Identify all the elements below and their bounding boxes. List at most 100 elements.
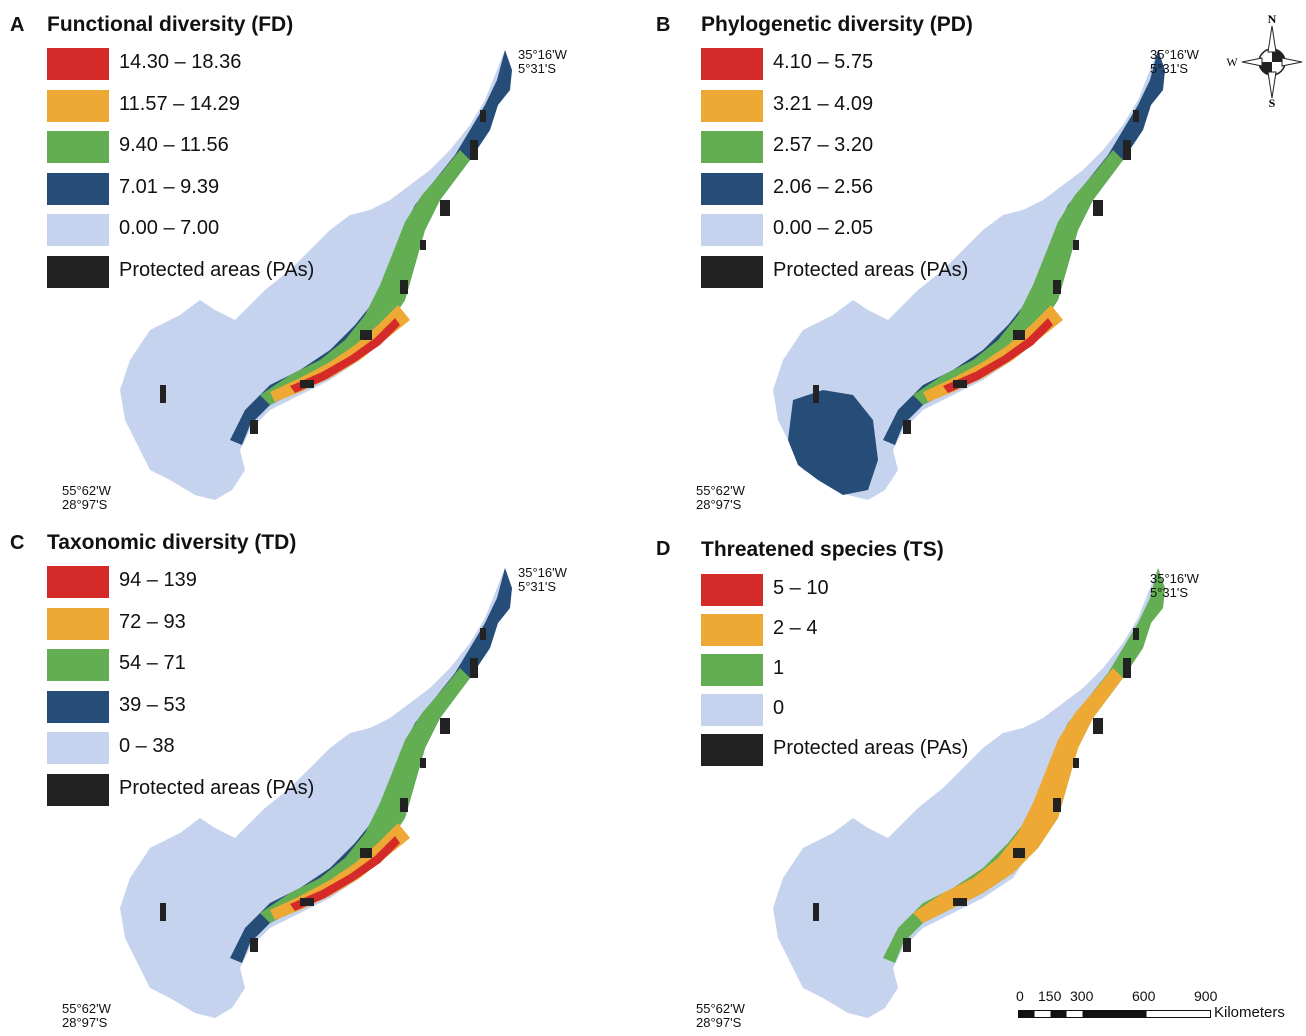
map-band-3: [923, 305, 1063, 402]
legend-label: Protected areas (PAs): [119, 258, 315, 281]
legend-label: 0: [773, 697, 785, 719]
protected-area-patch: [903, 420, 911, 434]
legend-label: 54 – 71: [119, 652, 186, 674]
protected-area-patch: [953, 898, 967, 906]
scale-unit: Kilometers: [1214, 1004, 1285, 1021]
map-panel-d: D Threatened species (TS) 5 – 10 2 – 4 1 0 Pro…: [653, 518, 1306, 1036]
protected-area-patch: [400, 798, 408, 812]
map-band-2: [913, 150, 1123, 405]
protected-area-patch: [440, 718, 450, 734]
map-band-2: [260, 668, 470, 923]
protected-area-patch: [1053, 798, 1061, 812]
protected-area-patch: [1123, 140, 1131, 160]
legend-label: 2 – 4: [773, 617, 818, 639]
map-region-interior: [788, 390, 878, 495]
protected-area-patch: [1073, 758, 1079, 768]
legend-label: 14.30 – 18.36: [119, 51, 242, 73]
map-panel-b: B Phylogenetic diversity (PD) 4.10 – 5.75 3…: [653, 0, 1306, 518]
legend-swatch: [701, 131, 763, 163]
map-band-2: [260, 150, 470, 405]
scale-tick: 600: [1132, 988, 1156, 1004]
protected-area-patch: [1093, 718, 1103, 734]
panel-title: Threatened species (TS): [701, 538, 944, 561]
legend-swatch: [47, 690, 109, 723]
panel-title: Taxonomic diversity (TD): [47, 531, 297, 554]
map-region-base: [120, 50, 512, 500]
legend-label: 0 – 38: [119, 735, 175, 757]
protected-area-patch: [1013, 330, 1025, 340]
protected-area-patch: [400, 280, 408, 294]
protected-area-patch: [1123, 658, 1131, 678]
protected-area-patch: [480, 628, 486, 640]
region-map: [120, 50, 512, 500]
protected-area-patch: [1013, 848, 1025, 858]
legend-swatch: [47, 214, 109, 246]
protected-area-patch: [813, 903, 819, 921]
legend-swatch: [701, 214, 763, 246]
protected-area-patch: [440, 200, 450, 216]
protected-area-patch: [420, 758, 426, 768]
protected-area-patch: [250, 420, 258, 434]
coord-northeast: 35°16'W 5°31'S: [518, 47, 567, 76]
legend-swatch: [47, 566, 109, 598]
protected-area-patch: [480, 110, 486, 122]
legend-label: 11.57 – 14.29: [119, 92, 240, 115]
legend-label: 0.00 – 7.00: [119, 217, 220, 239]
legend-label: 2.57 – 3.20: [773, 134, 874, 156]
legend-swatch: [701, 172, 763, 205]
coord-northeast: 35°16'W 5°31'S: [1150, 571, 1199, 600]
legend-label: 7.01 – 9.39: [119, 175, 220, 198]
panel-letter: C: [10, 532, 25, 554]
map-band-1: [883, 50, 1165, 445]
protected-area-patch: [953, 380, 967, 388]
legend-label: 39 – 53: [119, 693, 186, 716]
legend-label: 2.06 – 2.56: [773, 175, 874, 198]
protected-area-patch: [1093, 200, 1103, 216]
legend-swatch: [47, 172, 109, 205]
map-panel-c: C Taxonomic diversity (TD) 94 – 139 72 – 93…: [0, 518, 653, 1036]
protected-area-patch: [903, 938, 911, 952]
legend-swatch: [47, 255, 109, 288]
legend-label: Protected areas (PAs): [773, 737, 969, 759]
legend-label: 72 – 93: [119, 610, 186, 633]
compass-s: S: [1269, 96, 1276, 108]
protected-area-patch: [300, 898, 314, 906]
map-band-hot: [943, 318, 1053, 393]
protected-area-patch: [1133, 110, 1139, 122]
compass-n: N: [1268, 12, 1277, 26]
coord-southwest: 55°62'W 28°97'S: [696, 483, 745, 512]
legend-swatch: [47, 48, 109, 80]
region-map: [773, 50, 1165, 500]
legend-label: Protected areas (PAs): [119, 776, 315, 799]
coord-northeast: 35°16'W 5°31'S: [518, 565, 567, 594]
panel-letter: A: [10, 14, 25, 36]
map-region-base: [773, 50, 1165, 500]
protected-area-patch: [1073, 240, 1079, 250]
map-band-3: [270, 305, 410, 402]
panel-letter: D: [656, 538, 671, 560]
legend-swatch: [701, 255, 763, 288]
scale-tick: 150: [1038, 988, 1062, 1004]
protected-area-patch: [250, 938, 258, 952]
region-map: [120, 568, 512, 1018]
protected-area-patch: [300, 380, 314, 388]
map-band-1: [230, 568, 512, 963]
map-band-hot: [290, 318, 400, 393]
legend-swatch: [701, 574, 763, 606]
legend-swatch: [47, 607, 109, 640]
protected-area-patch: [470, 658, 478, 678]
legend-label: 0.00 – 2.05: [773, 217, 874, 239]
scale-tick: 900: [1194, 988, 1218, 1004]
map-band-1: [230, 50, 512, 445]
legend-swatch: [47, 649, 109, 681]
legend-swatch: [47, 773, 109, 806]
map-region-base: [120, 568, 512, 1018]
protected-area-patch: [1053, 280, 1061, 294]
scale-tick: 0: [1016, 988, 1024, 1004]
coord-northeast: 35°16'W 5°31'S: [1150, 47, 1199, 76]
legend-swatch: [47, 732, 109, 764]
legend-swatch: [701, 89, 763, 122]
panel-title: Functional diversity (FD): [47, 13, 294, 36]
map-band-hot: [290, 836, 400, 911]
protected-area-patch: [160, 385, 166, 403]
